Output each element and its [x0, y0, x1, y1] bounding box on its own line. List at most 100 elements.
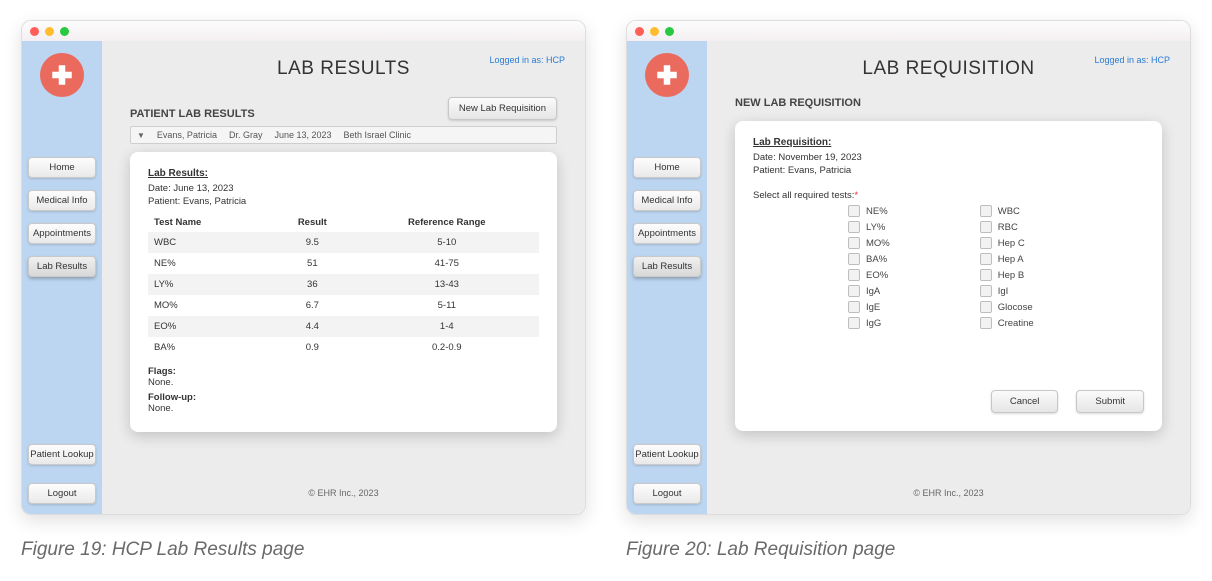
- sidebar-item-appointments[interactable]: Appointments: [633, 223, 701, 244]
- section-heading: PATIENT LAB RESULTS: [130, 108, 255, 120]
- test-checkbox-label: EO%: [866, 270, 888, 281]
- nav-group: Home Medical Info Appointments Lab Resul…: [22, 157, 102, 277]
- checkbox-icon[interactable]: [848, 221, 860, 233]
- table-row: WBC9.55-10: [148, 232, 539, 253]
- test-checkbox-item[interactable]: Glocose: [980, 301, 1034, 313]
- cell-range: 41-75: [355, 253, 539, 274]
- test-checkbox-label: BA%: [866, 254, 887, 265]
- result-summary-row[interactable]: ▼ Evans, Patricia Dr. Gray June 13, 2023…: [130, 126, 557, 144]
- summary-clinic: Beth Israel Clinic: [344, 130, 412, 140]
- checkbox-icon[interactable]: [848, 269, 860, 281]
- login-status: Logged in as: HCP: [1094, 55, 1170, 65]
- page-header: PATIENT LAB RESULTS New Lab Requisition: [130, 97, 557, 120]
- col-test-name: Test Name: [148, 213, 270, 232]
- sidebar-item-patient-lookup[interactable]: Patient Lookup: [28, 444, 96, 465]
- sidebar-bottom-group: Patient Lookup Logout: [22, 444, 102, 504]
- summary-patient: Evans, Patricia: [157, 130, 217, 140]
- checkbox-icon[interactable]: [848, 253, 860, 265]
- cell-test-name: NE%: [148, 253, 270, 274]
- col-result: Result: [270, 213, 354, 232]
- test-checkbox-item[interactable]: RBC: [980, 221, 1034, 233]
- test-checkbox-label: IgI: [998, 286, 1009, 297]
- sidebar-item-patient-lookup[interactable]: Patient Lookup: [633, 444, 701, 465]
- sidebar-item-medical-info[interactable]: Medical Info: [633, 190, 701, 211]
- test-checkbox-item[interactable]: Creatine: [980, 317, 1034, 329]
- checkbox-icon[interactable]: [848, 317, 860, 329]
- cell-test-name: BA%: [148, 337, 270, 358]
- test-checkbox-item[interactable]: IgA: [848, 285, 890, 297]
- checkbox-icon[interactable]: [980, 285, 992, 297]
- checkbox-icon[interactable]: [980, 237, 992, 249]
- window-maximize-icon[interactable]: [60, 27, 69, 36]
- test-checkbox-label: IgA: [866, 286, 880, 297]
- app-logo-icon: [645, 53, 689, 97]
- sidebar-item-home[interactable]: Home: [28, 157, 96, 178]
- page-title: LAB RESULTS: [277, 58, 410, 80]
- test-checkbox-item[interactable]: NE%: [848, 205, 890, 217]
- flags-block: Flags: None. Follow-up: None.: [148, 366, 539, 414]
- checkbox-icon[interactable]: [980, 253, 992, 265]
- test-checkbox-item[interactable]: IgE: [848, 301, 890, 313]
- checkbox-icon[interactable]: [980, 317, 992, 329]
- test-checkbox-item[interactable]: Hep B: [980, 269, 1034, 281]
- card-patient: Patient: Evans, Patricia: [753, 165, 1144, 176]
- test-checkbox-label: RBC: [998, 222, 1018, 233]
- checkbox-icon[interactable]: [848, 237, 860, 249]
- new-lab-requisition-button[interactable]: New Lab Requisition: [448, 97, 557, 120]
- summary-date: June 13, 2023: [274, 130, 331, 140]
- select-tests-label: Select all required tests:*: [753, 190, 1144, 201]
- cancel-button[interactable]: Cancel: [991, 390, 1059, 413]
- sidebar-item-lab-results[interactable]: Lab Results: [28, 256, 96, 277]
- window-close-icon[interactable]: [635, 27, 644, 36]
- test-checkbox-grid: NE% LY% MO% BA% EO% IgA IgE IgG WBC RBC Hep C Hep …: [848, 205, 1144, 329]
- nav-group: Home Medical Info Appointments Lab Resul…: [627, 157, 707, 277]
- main-area: LAB REQUISITION Logged in as: HCP NEW LA…: [707, 41, 1190, 514]
- submit-button[interactable]: Submit: [1076, 390, 1144, 413]
- test-checkbox-label: IgE: [866, 302, 880, 313]
- sidebar-item-logout[interactable]: Logout: [28, 483, 96, 504]
- test-checkbox-item[interactable]: IgI: [980, 285, 1034, 297]
- cell-result: 36: [270, 274, 354, 295]
- figure-19: Home Medical Info Appointments Lab Resul…: [21, 20, 586, 561]
- app-shell: Home Medical Info Appointments Lab Resul…: [22, 41, 585, 514]
- card-title: Lab Requisition:: [753, 137, 1144, 148]
- test-checkbox-item[interactable]: Hep A: [980, 253, 1034, 265]
- test-checkbox-item[interactable]: BA%: [848, 253, 890, 265]
- checkbox-icon[interactable]: [980, 269, 992, 281]
- test-checkbox-item[interactable]: WBC: [980, 205, 1034, 217]
- window-minimize-icon[interactable]: [650, 27, 659, 36]
- test-checkbox-item[interactable]: LY%: [848, 221, 890, 233]
- checkbox-icon[interactable]: [980, 221, 992, 233]
- test-checkbox-item[interactable]: EO%: [848, 269, 890, 281]
- sidebar-item-lab-results[interactable]: Lab Results: [633, 256, 701, 277]
- sidebar-item-logout[interactable]: Logout: [633, 483, 701, 504]
- figure-20: Home Medical Info Appointments Lab Resul…: [626, 20, 1191, 561]
- topbar: LAB REQUISITION Logged in as: HCP: [707, 41, 1190, 97]
- checkbox-icon[interactable]: [848, 285, 860, 297]
- footer: © EHR Inc., 2023: [130, 480, 557, 508]
- window-minimize-icon[interactable]: [45, 27, 54, 36]
- disclosure-triangle-icon[interactable]: ▼: [137, 131, 145, 140]
- sidebar-item-appointments[interactable]: Appointments: [28, 223, 96, 244]
- test-checkbox-item[interactable]: MO%: [848, 237, 890, 249]
- test-checkbox-item[interactable]: IgG: [848, 317, 890, 329]
- lab-results-card: Lab Results: Date: June 13, 2023 Patient…: [130, 152, 557, 432]
- sidebar-item-medical-info[interactable]: Medical Info: [28, 190, 96, 211]
- test-checkbox-item[interactable]: Hep C: [980, 237, 1034, 249]
- test-checkbox-label: Glocose: [998, 302, 1033, 313]
- sidebar-item-home[interactable]: Home: [633, 157, 701, 178]
- cell-result: 6.7: [270, 295, 354, 316]
- test-checkbox-label: NE%: [866, 206, 888, 217]
- card-actions: Cancel Submit: [753, 390, 1144, 413]
- logo-wrap: [22, 53, 102, 97]
- sidebar: Home Medical Info Appointments Lab Resul…: [22, 41, 102, 514]
- window-maximize-icon[interactable]: [665, 27, 674, 36]
- checkbox-icon[interactable]: [848, 301, 860, 313]
- checkbox-icon[interactable]: [848, 205, 860, 217]
- cell-range: 1-4: [355, 316, 539, 337]
- window-close-icon[interactable]: [30, 27, 39, 36]
- checkbox-icon[interactable]: [980, 205, 992, 217]
- section-heading: NEW LAB REQUISITION: [735, 97, 861, 109]
- test-checkbox-label: Hep A: [998, 254, 1024, 265]
- checkbox-icon[interactable]: [980, 301, 992, 313]
